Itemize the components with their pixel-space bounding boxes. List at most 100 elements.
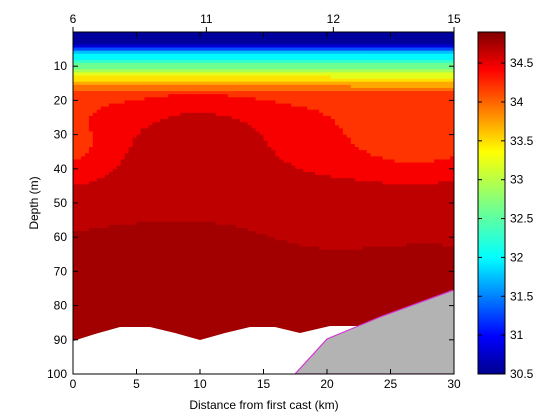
contour-cell [350,97,356,101]
contour-cell [315,91,320,95]
contour-cell [438,94,443,98]
contour-cell [366,112,372,117]
contour-cell [346,137,352,142]
contour-cell [374,168,380,173]
contour-cell [156,134,161,139]
contour-cell [311,134,316,139]
contour-cell [76,109,82,114]
contour-cell [120,143,126,148]
contour-cell [291,103,296,108]
contour-cell [255,47,261,52]
contour-cell [73,87,78,92]
contour-cell [188,41,193,46]
contour-cell [100,35,106,39]
contour-cell [192,44,197,49]
contour-cell [168,143,173,148]
contour-cell [172,35,177,39]
contour-cell [211,35,217,39]
contour-cell [196,66,201,70]
contour-cell [394,153,400,157]
contour-cell [418,187,423,192]
contour-cell [104,165,110,170]
contour-cell [219,168,225,173]
contour-cell [402,69,407,74]
contour-cell [311,137,316,142]
contour-cell [315,59,320,64]
contour-cell [148,94,153,98]
contour-cell [295,115,300,120]
contour-cell [76,32,82,36]
contour-cell [303,143,308,148]
contour-cell [438,122,443,126]
contour-cell [271,81,277,86]
contour-cell [120,59,126,64]
contour-cell [168,181,173,185]
contour-cell [203,97,209,101]
contour-cell [315,87,320,92]
contour-cell [295,140,300,145]
contour-cell [323,94,328,98]
contour-cell [160,112,165,117]
contour-cell [164,69,169,74]
contour-cell [267,171,273,176]
contour-cell [188,131,193,136]
contour-cell [430,162,435,167]
contour-cell [136,168,142,173]
contour-cell [124,150,130,154]
contour-cell [192,109,197,114]
contour-cell [259,75,265,80]
contour-cell [315,35,320,39]
contour-cell [354,159,360,164]
contour-cell [394,87,400,92]
contour-cell [231,112,237,117]
contour-cell [319,35,324,39]
contour-cell [426,122,431,126]
contour-cell [378,143,384,148]
contour-cell [247,184,253,189]
contour-cell [108,165,114,170]
contour-cell [231,97,237,101]
contour-cell [319,81,324,86]
contour-cell [80,63,86,67]
contour-cell [168,137,173,142]
contour-cell [378,72,384,77]
contour-cell [267,175,273,179]
contour-cell [148,32,153,36]
contour-cell [275,140,280,145]
contour-cell [227,75,233,80]
contour-cell [140,38,146,42]
contour-cell [80,134,86,139]
contour-cell [394,187,400,192]
contour-cell [430,32,435,36]
contour-cell [426,81,431,86]
contour-cell [295,87,300,92]
contour-cell [243,119,249,123]
contour-cell [406,44,411,49]
contour-cell [251,187,257,192]
contour-cell [196,91,201,95]
contour-cell [323,137,328,142]
contour-cell [76,125,82,129]
contour-cell [267,140,273,145]
contour-cell [354,122,360,126]
contour-cell [176,53,181,58]
contour-cell [450,168,454,173]
contour-cell [108,69,114,74]
contour-cell [275,115,280,120]
contour-cell [92,181,98,185]
contour-cell [382,84,388,89]
contour-cell [430,137,435,142]
contour-cell [330,143,336,148]
contour-cell [434,137,439,142]
contour-cell [426,106,431,111]
contour-cell [442,187,447,192]
contour-cell [354,78,360,83]
contour-cell [382,181,388,185]
contour-cell [434,69,439,74]
contour-cell [108,125,114,129]
contour-cell [338,184,344,189]
contour-cell [160,153,165,157]
contour-cell [88,100,94,105]
contour-cell [287,69,292,74]
contour-cell [342,87,348,92]
